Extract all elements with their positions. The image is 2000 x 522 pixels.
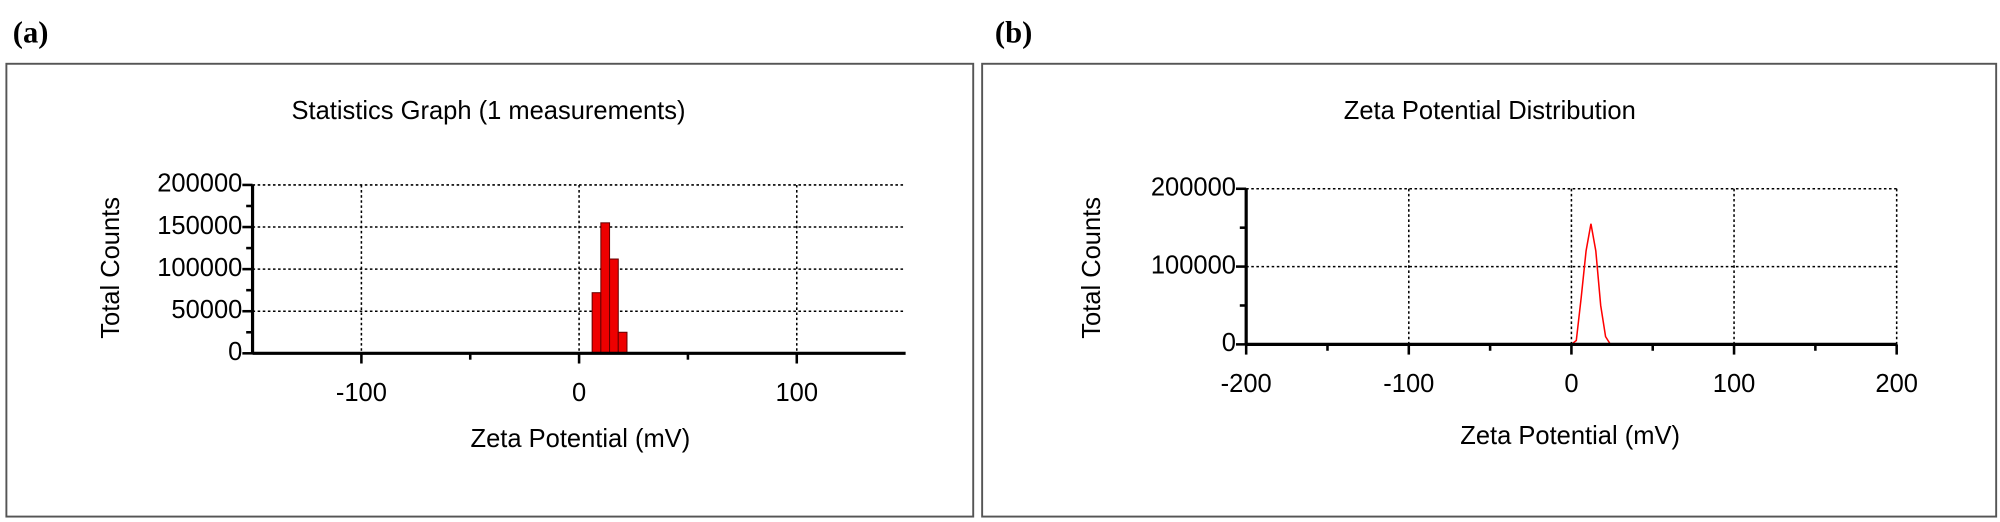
x-tick-label: 200 [1875, 370, 1918, 398]
y-axis-label: Total Counts [97, 197, 125, 339]
bar [617, 331, 628, 354]
x-tick-label: 0 [572, 379, 586, 407]
bar [609, 258, 619, 354]
bar [591, 292, 602, 354]
x-tick-label: 100 [1713, 370, 1756, 398]
y-tick-label: 150000 [157, 212, 242, 240]
x-tick-label: -100 [1383, 370, 1434, 398]
panel-label: (a) [13, 16, 49, 50]
y-tick-label: 0 [228, 338, 242, 366]
y-tick-label: 50000 [171, 296, 242, 324]
x-axis-label: Zeta Potential (mV) [1460, 422, 1680, 450]
x-tick-label: -100 [336, 379, 387, 407]
y-tick-label: 200000 [1151, 174, 1236, 202]
x-axis-label: Zeta Potential (mV) [471, 425, 691, 453]
panel-frame [5, 62, 975, 518]
panel-label: (b) [995, 16, 1032, 50]
y-tick-label: 0 [1222, 329, 1236, 357]
chart-title: Statistics Graph (1 measurements) [292, 97, 686, 125]
x-tick-label: 100 [775, 379, 818, 407]
y-tick-label: 100000 [157, 254, 242, 282]
x-tick-label: -200 [1221, 370, 1272, 398]
y-axis-label: Total Counts [1078, 197, 1106, 339]
y-tick-label: 200000 [157, 170, 242, 198]
bar [600, 222, 611, 354]
panel-frame [981, 62, 1998, 518]
y-tick-label: 100000 [1151, 251, 1236, 279]
chart-title: Zeta Potential Distribution [1344, 97, 1636, 125]
x-tick-label: 0 [1564, 370, 1578, 398]
